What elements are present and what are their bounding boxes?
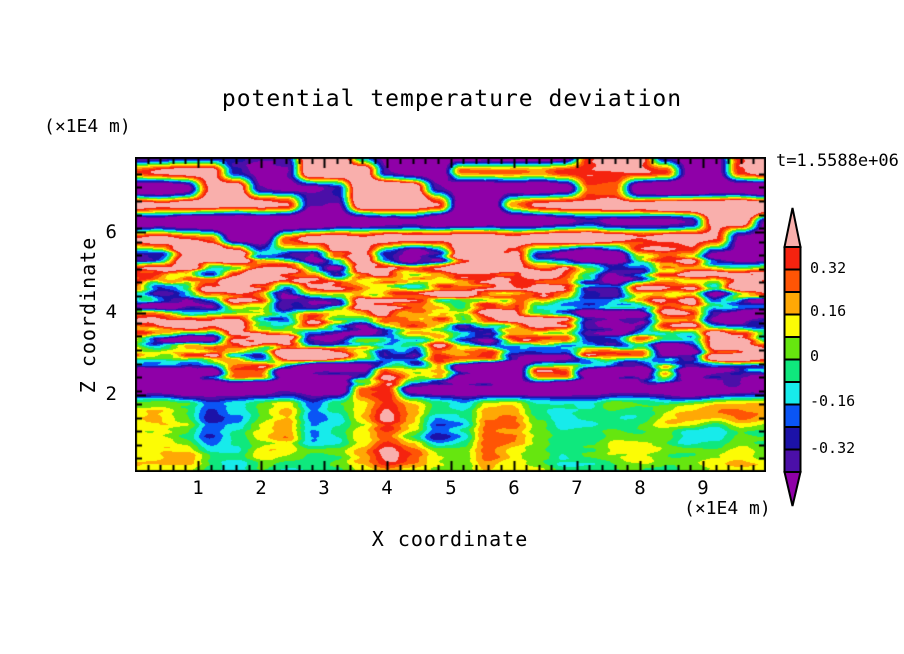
time-annotation: t=1.5588e+06 [776,151,899,171]
z-axis-label: Z coordinate [76,236,100,394]
colorbar [783,207,802,507]
x-tick-label-7: 7 [571,477,583,499]
z-axis-unit-label: (×1E4 m) [44,116,131,137]
colorbar-label-0: 0 [810,347,820,365]
x-tick-label-2: 2 [255,477,267,499]
colorbar-label-m032: -0.32 [810,439,856,457]
x-tick-label-4: 4 [381,477,393,499]
z-tick-label-4: 4 [105,301,117,323]
x-tick-label-5: 5 [445,477,457,499]
contour-plot-canvas [135,157,766,472]
x-tick-label-8: 8 [634,477,646,499]
z-tick-label-6: 6 [105,221,117,243]
z-tick-label-2: 2 [105,383,117,405]
colorbar-label-m016: -0.16 [810,392,856,410]
colorbar-label-p016: 0.16 [810,302,847,320]
x-tick-label-1: 1 [192,477,204,499]
x-axis-label: X coordinate [371,527,529,551]
colorbar-label-p032: 0.32 [810,259,847,277]
x-tick-label-9: 9 [697,477,709,499]
x-axis-unit-label: (×1E4 m) [684,498,771,519]
x-tick-label-3: 3 [318,477,330,499]
x-tick-label-6: 6 [508,477,520,499]
chart-title: potential temperature deviation [221,86,683,112]
